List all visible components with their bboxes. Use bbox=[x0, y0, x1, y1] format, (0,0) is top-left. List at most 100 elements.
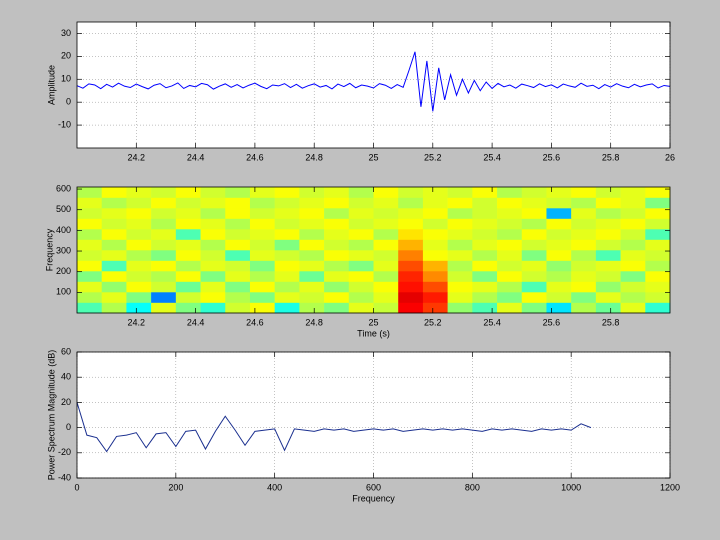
heatmap-cell bbox=[101, 260, 127, 272]
heatmap-cell bbox=[101, 197, 127, 209]
heatmap-cell bbox=[447, 260, 473, 272]
heatmap-cell bbox=[249, 281, 275, 293]
heatmap-cell bbox=[373, 229, 399, 240]
y-tick-label: 0 bbox=[66, 97, 71, 107]
x-tick-label: 25 bbox=[368, 317, 378, 327]
heatmap-cell bbox=[200, 197, 226, 209]
heatmap-cell bbox=[373, 260, 399, 272]
heatmap-cell bbox=[497, 218, 523, 230]
heatmap-cell bbox=[126, 208, 152, 219]
heatmap-cell bbox=[521, 218, 547, 230]
heatmap-cell bbox=[620, 229, 646, 240]
heatmap-cell bbox=[249, 229, 275, 240]
heatmap-cell bbox=[101, 271, 127, 282]
heatmap-cell bbox=[521, 208, 547, 219]
heatmap-cell bbox=[175, 239, 201, 251]
heatmap-cell bbox=[225, 271, 251, 282]
heatmap-cell bbox=[225, 229, 251, 240]
heatmap-cell bbox=[249, 302, 275, 314]
heatmap-cell bbox=[126, 302, 152, 314]
heatmap-cell bbox=[497, 281, 523, 293]
heatmap-cell bbox=[324, 271, 350, 282]
heatmap-cell bbox=[324, 260, 350, 272]
x-tick-label: 24.6 bbox=[246, 317, 264, 327]
y-tick-label: 400 bbox=[56, 225, 71, 235]
heatmap-cell bbox=[398, 292, 424, 303]
heatmap-cell bbox=[472, 281, 498, 293]
heatmap-cell bbox=[595, 250, 621, 261]
heatmap-cell bbox=[447, 292, 473, 303]
heatmap-cell bbox=[101, 229, 127, 240]
heatmap-cell bbox=[422, 302, 448, 314]
heatmap-cell bbox=[595, 260, 621, 272]
heatmap-cell bbox=[645, 218, 671, 230]
heatmap-cell bbox=[200, 302, 226, 314]
heatmap-cell bbox=[422, 229, 448, 240]
heatmap-cell bbox=[200, 218, 226, 230]
heatmap-cell bbox=[249, 197, 275, 209]
heatmap-cell bbox=[249, 187, 275, 198]
x-tick-label: 24.4 bbox=[187, 152, 205, 162]
heatmap-cell bbox=[447, 271, 473, 282]
heatmap-cell bbox=[373, 208, 399, 219]
heatmap-cell bbox=[645, 292, 671, 303]
y-tick-label: 0 bbox=[66, 422, 71, 432]
x-tick-label: 24.2 bbox=[128, 152, 146, 162]
heatmap-cell bbox=[422, 197, 448, 209]
y-tick-label: 60 bbox=[61, 346, 71, 356]
heatmap-cell bbox=[324, 281, 350, 293]
heatmap-cell bbox=[348, 260, 374, 272]
heatmap-cell bbox=[373, 239, 399, 251]
heatmap-cell bbox=[101, 292, 127, 303]
heatmap-cell bbox=[398, 197, 424, 209]
x-tick-label: 600 bbox=[366, 482, 381, 492]
heatmap-cell bbox=[126, 260, 152, 272]
heatmap-cell bbox=[151, 292, 177, 303]
heatmap-cell bbox=[175, 292, 201, 303]
heatmap-cell bbox=[472, 302, 498, 314]
y-tick-label: -20 bbox=[58, 447, 71, 457]
heatmap-cell bbox=[447, 187, 473, 198]
y-tick-label: 20 bbox=[61, 397, 71, 407]
heatmap-cell bbox=[175, 229, 201, 240]
heatmap-cell bbox=[422, 292, 448, 303]
heatmap-cell bbox=[422, 281, 448, 293]
heatmap-cell bbox=[472, 208, 498, 219]
heatmap-cell bbox=[398, 260, 424, 272]
heatmap-cell bbox=[200, 281, 226, 293]
heatmap-cell bbox=[521, 292, 547, 303]
heatmap-cell bbox=[175, 302, 201, 314]
heatmap-cell bbox=[249, 260, 275, 272]
heatmap-cell bbox=[546, 250, 572, 261]
heatmap-cell bbox=[77, 302, 103, 314]
heatmap-cell bbox=[200, 187, 226, 198]
heatmap-cell bbox=[571, 271, 597, 282]
heatmap-cell bbox=[77, 292, 103, 303]
heatmap-cell bbox=[348, 229, 374, 240]
heatmap-cell bbox=[447, 281, 473, 293]
heatmap-cell bbox=[373, 271, 399, 282]
heatmap-cell bbox=[398, 218, 424, 230]
heatmap-cell bbox=[472, 218, 498, 230]
heatmap-cell bbox=[447, 218, 473, 230]
x-axis-label: Frequency bbox=[352, 493, 395, 503]
heatmap-cell bbox=[126, 281, 152, 293]
heatmap-cell bbox=[225, 281, 251, 293]
heatmap-cell bbox=[398, 208, 424, 219]
heatmap-cell bbox=[249, 271, 275, 282]
heatmap-cell bbox=[101, 208, 127, 219]
heatmap-cell bbox=[422, 260, 448, 272]
heatmap-cell bbox=[521, 302, 547, 314]
heatmap-cell bbox=[497, 197, 523, 209]
heatmap-cell bbox=[175, 187, 201, 198]
heatmap-cell bbox=[645, 208, 671, 219]
heatmap-cell bbox=[200, 229, 226, 240]
heatmap-cell bbox=[447, 229, 473, 240]
heatmap-cell bbox=[101, 218, 127, 230]
y-tick-label: 300 bbox=[56, 245, 71, 255]
heatmap-cell bbox=[373, 218, 399, 230]
heatmap-cell bbox=[373, 250, 399, 261]
heatmap-cell bbox=[645, 229, 671, 240]
heatmap-cell bbox=[151, 197, 177, 209]
heatmap-cell bbox=[348, 281, 374, 293]
